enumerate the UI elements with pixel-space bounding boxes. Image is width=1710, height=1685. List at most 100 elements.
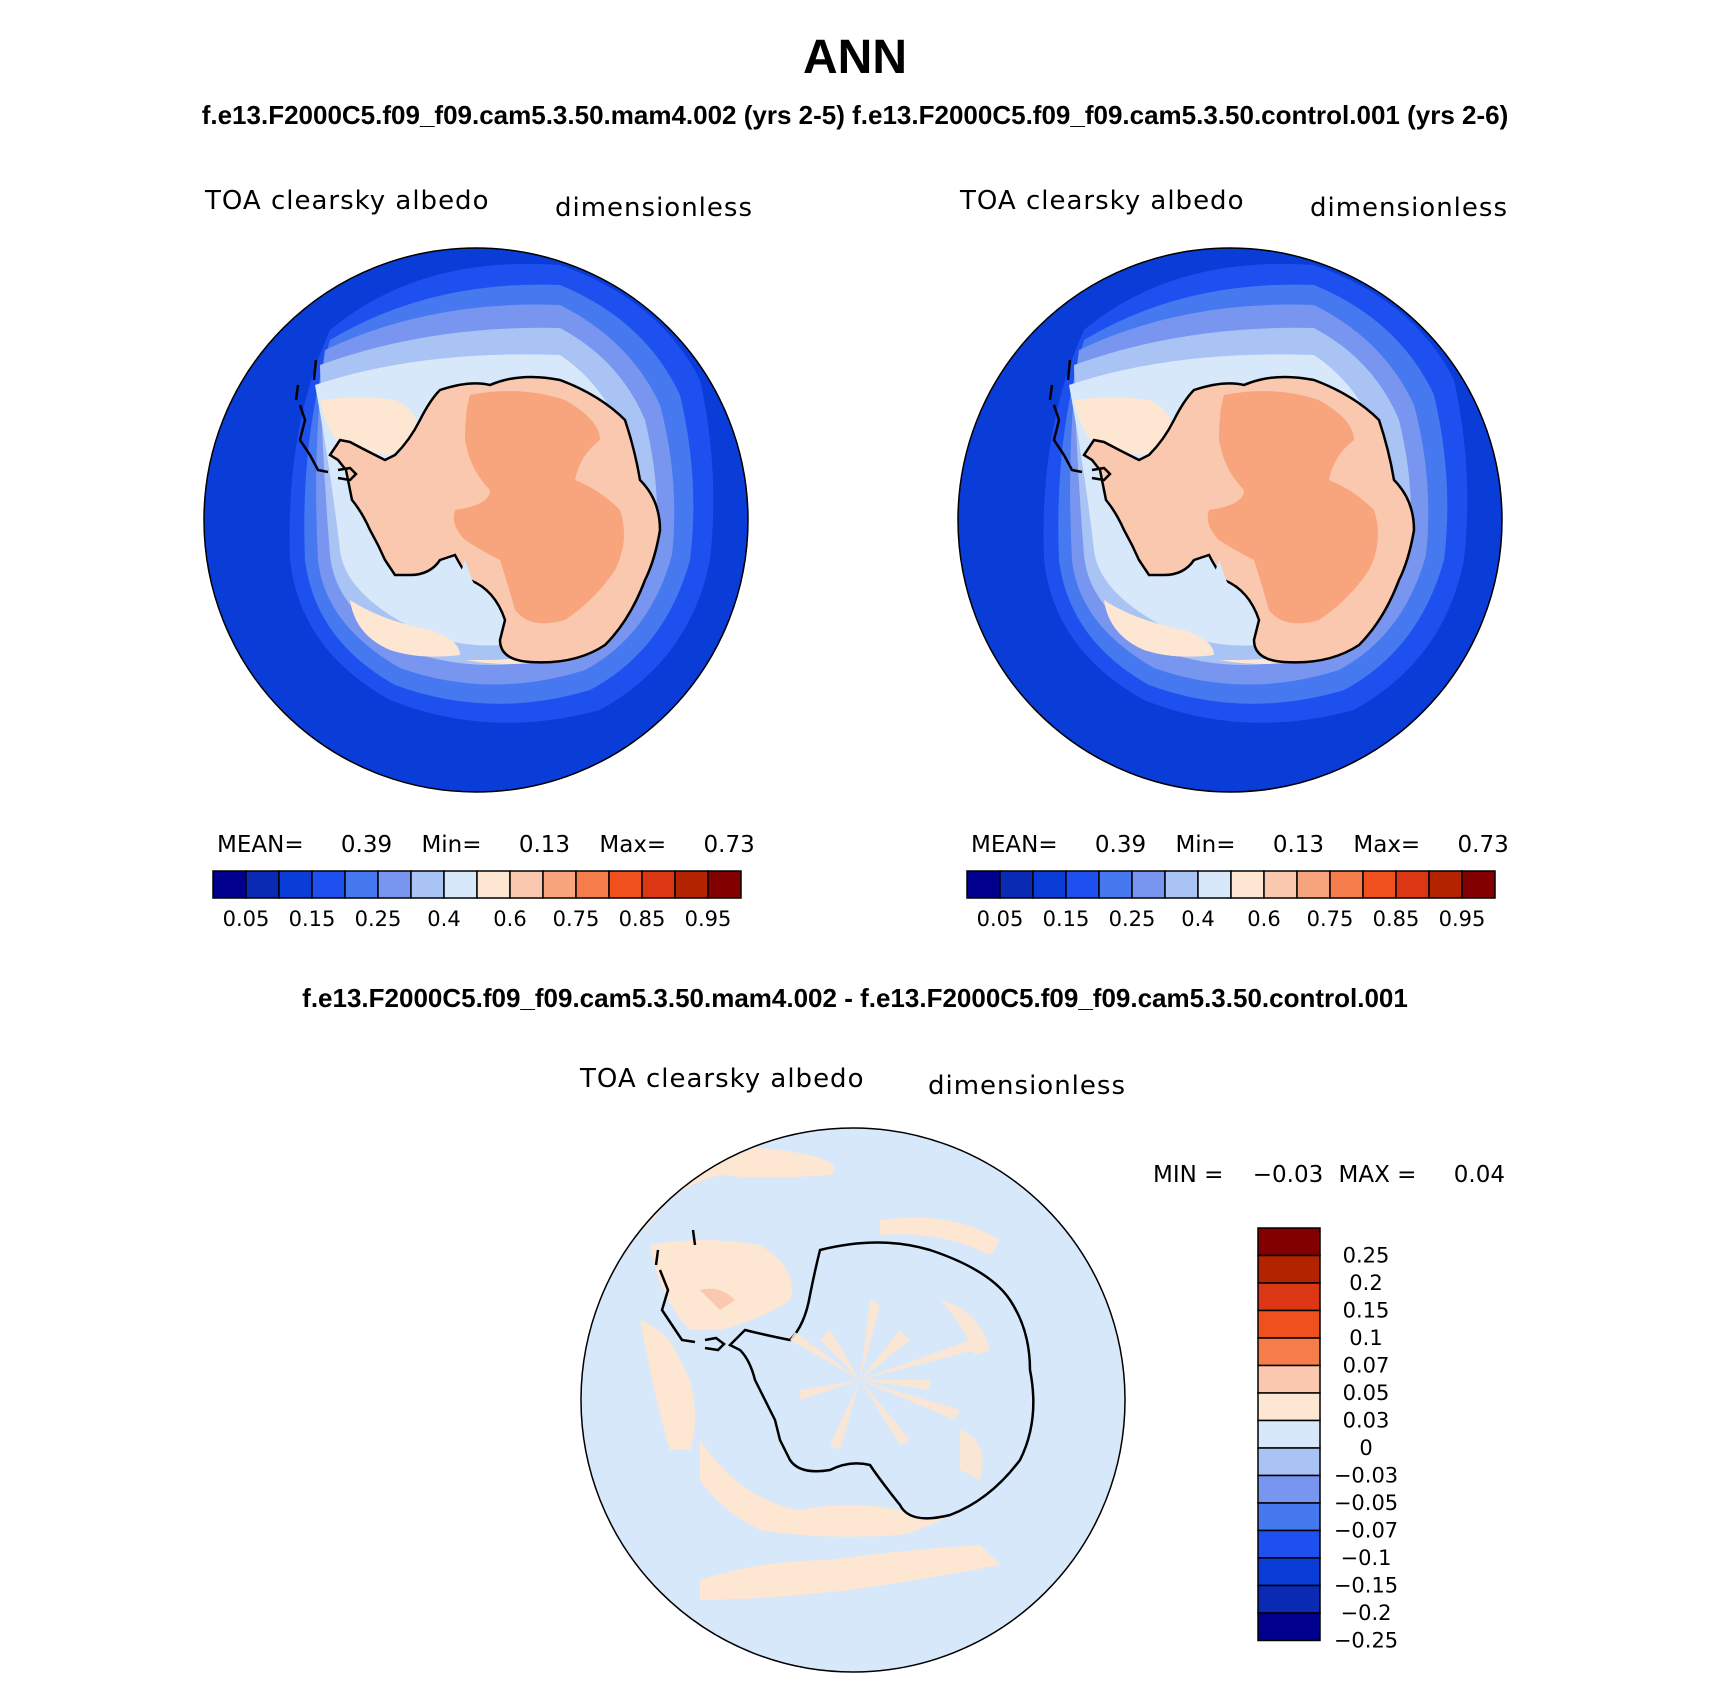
panel3-colorbar-swatch [1257, 1474, 1321, 1504]
panel3-variable-label: TOA clearsky albedo [580, 1064, 865, 1094]
panel3-colorbar-tick-label: −0.05 [1334, 1491, 1398, 1515]
panel1-colorbar-swatch [608, 870, 643, 899]
panel1-colorbar-swatch [674, 870, 709, 899]
case-subtitle: f.e13.F2000C5.f09_f09.cam5.3.50.mam4.002… [201, 100, 1509, 130]
panel2-colorbar-tick-label: 0.15 [1043, 907, 1090, 931]
panel3-colorbar-swatch [1257, 1447, 1321, 1477]
panel3-colorbar-tick-label: 0.07 [1343, 1354, 1390, 1378]
panel3-colorbar-tick-label: −0.25 [1334, 1629, 1398, 1653]
panel1-colorbar-tick-label: 0.6 [493, 907, 526, 931]
panel3-max-label: MAX = [1338, 1162, 1417, 1188]
panel2-units-label: dimensionless [1310, 193, 1508, 223]
panel2-colorbar-swatch [1428, 870, 1463, 899]
panel3-colorbar-swatch [1257, 1502, 1321, 1532]
panel1-variable-label: TOA clearsky albedo [205, 186, 490, 216]
panel1-colorbar-tick-label: 0.4 [427, 907, 460, 931]
panel2-mean-value: 0.39 [1094, 832, 1147, 858]
panel2-colorbar-tick-label: 0.25 [1109, 907, 1156, 931]
panel2-colorbar-swatch [1461, 870, 1496, 899]
panel1-colorbar-swatch [476, 870, 511, 899]
panel2-stats: MEAN= 0.39 Min= 0.13 Max= 0.73 [971, 832, 1509, 858]
panel2-colorbar-swatch [1164, 870, 1199, 899]
panel2-variable-label: TOA clearsky albedo [960, 186, 1245, 216]
panel2-mean-label: MEAN= [971, 832, 1058, 858]
panel3-colorbar-swatch [1257, 1612, 1321, 1642]
panel1-units-label: dimensionless [555, 193, 753, 223]
panel2-colorbar-tick-label: 0.85 [1373, 907, 1420, 931]
panel3-min-label: MIN = [1153, 1162, 1224, 1188]
panel3-colorbar-tick-label: −0.03 [1334, 1464, 1398, 1488]
panel2-colorbar-swatch [999, 870, 1034, 899]
panel3-colorbar-swatch [1257, 1392, 1321, 1422]
panel1-colorbar: 0.05 0.15 0.25 0.4 0.6 0.75 0.85 0.95 [212, 870, 742, 931]
panel3-colorbar-swatch [1257, 1529, 1321, 1559]
panel3-colorbar-tick-label: 0.1 [1349, 1326, 1382, 1350]
panel1-colorbar-tick-label: 0.15 [289, 907, 336, 931]
panel1-colorbar-tick-label: 0.75 [553, 907, 600, 931]
panel2-colorbar-swatch [1296, 870, 1331, 899]
panel1-colorbar-swatch [575, 870, 610, 899]
panel2-colorbar-swatch [1230, 870, 1265, 899]
panel2-min-label: Min= [1175, 832, 1236, 858]
panel3-colorbar-tick-label: 0.15 [1343, 1299, 1390, 1323]
panel3-colorbar-tick-label: 0.25 [1343, 1244, 1390, 1268]
panel3-colorbar-swatch [1257, 1364, 1321, 1394]
panel3-colorbar-tick-label: 0.2 [1349, 1271, 1382, 1295]
panel2-map-fill [958, 248, 1502, 792]
panel3-colorbar-tick-label: 0.03 [1343, 1409, 1390, 1433]
panel3-colorbar-swatch [1257, 1419, 1321, 1449]
panel3-units-label: dimensionless [928, 1071, 1126, 1101]
panel1-colorbar-swatch [311, 870, 346, 899]
panel1-colorbar-tick-label: 0.05 [223, 907, 270, 931]
panel1-map-fill [204, 248, 748, 792]
panel3-colorbar-swatch [1257, 1282, 1321, 1312]
panel1-max-value: 0.73 [703, 832, 755, 858]
panel1-colorbar-swatch [212, 870, 247, 899]
panel1-mean-label: MEAN= [217, 832, 304, 858]
panel1-colorbar-tick-label: 0.95 [685, 907, 732, 931]
panel2-max-value: 0.73 [1457, 832, 1509, 858]
panel2-colorbar-swatch [1362, 870, 1397, 899]
panel1-stats: MEAN= 0.39 Min= 0.13 Max= 0.73 [217, 832, 755, 858]
panel3-colorbar-tick-label: 0 [1359, 1436, 1372, 1460]
difference-subtitle: f.e13.F2000C5.f09_f09.cam5.3.50.mam4.002… [302, 983, 1408, 1013]
panel2-colorbar-swatch [1065, 870, 1100, 899]
figure-title: ANN [803, 31, 907, 84]
panel2-colorbar-tick-label: 0.6 [1247, 907, 1280, 931]
panel2-colorbar-swatch [1131, 870, 1166, 899]
panel2-colorbar-tick-label: 0.95 [1439, 907, 1486, 931]
panel2-colorbar-tick-label: 0.75 [1307, 907, 1354, 931]
panel1-colorbar-tick-label: 0.85 [619, 907, 666, 931]
panel1-colorbar-swatch [377, 870, 412, 899]
panel3-min-value: −0.03 [1252, 1162, 1324, 1188]
panel3-stats: MIN = −0.03 MAX = 0.04 [1153, 1162, 1505, 1188]
panel3-colorbar-swatch [1257, 1557, 1321, 1587]
panel3-colorbar-swatch [1257, 1254, 1321, 1284]
panel1-colorbar-swatch [542, 870, 577, 899]
panel3-colorbar-tick-label: 0.05 [1343, 1381, 1390, 1405]
panel1-colorbar-swatch [707, 870, 742, 899]
panel3-colorbar-swatch [1257, 1337, 1321, 1367]
panel3-colorbar-swatch [1257, 1584, 1321, 1614]
panel3-colorbar-tick-label: −0.15 [1334, 1574, 1398, 1598]
panel2-min-value: 0.13 [1272, 832, 1325, 858]
panel1-min-value: 0.13 [518, 832, 571, 858]
panel1-colorbar-swatch [344, 870, 379, 899]
panel2-max-label: Max= [1353, 832, 1421, 858]
panel2-colorbar: 0.05 0.15 0.25 0.4 0.6 0.75 0.85 0.95 [966, 870, 1496, 931]
panel3-colorbar-tick-label: −0.1 [1341, 1546, 1392, 1570]
panel1-mean-value: 0.39 [340, 832, 393, 858]
panel3-max-value: 0.04 [1453, 1162, 1505, 1188]
panel2-colorbar-tick-label: 0.4 [1181, 907, 1214, 931]
panel3-colorbar-tick-label: −0.2 [1341, 1601, 1392, 1625]
panel3-colorbar-swatch [1257, 1309, 1321, 1339]
panel3-colorbar-tick-label: −0.07 [1334, 1519, 1398, 1543]
panel3-colorbar: 0.25 0.2 0.15 0.1 0.07 0.05 0.03 0 −0.03 −0.05 −0.… [1257, 1227, 1398, 1653]
panel1-min-label: Min= [421, 832, 482, 858]
panel1-colorbar-swatch [245, 870, 280, 899]
panel3-map-fill [581, 1128, 1125, 1672]
panel1-max-label: Max= [599, 832, 667, 858]
